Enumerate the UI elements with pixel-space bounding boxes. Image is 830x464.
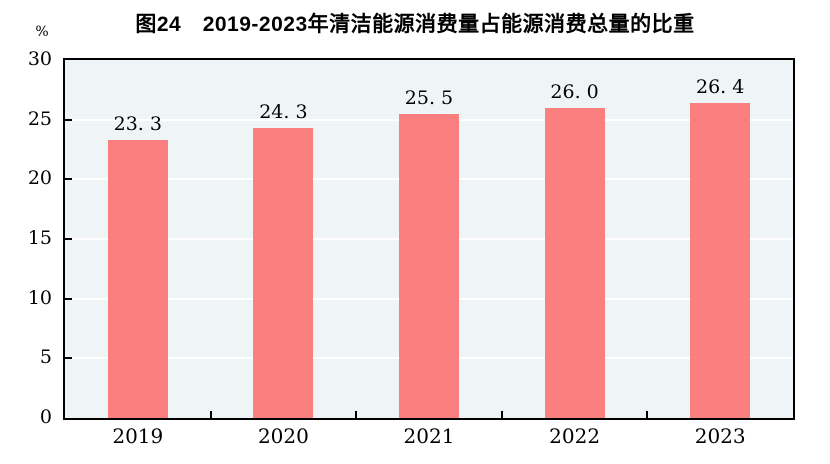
category-slot: 24. 3 [211, 60, 357, 418]
x-axis-label: 2021 [403, 424, 455, 448]
bar [544, 107, 605, 418]
x-axis-label: 2023 [694, 424, 746, 448]
category-slot: 26. 4 [647, 60, 793, 418]
y-axis-tick [65, 178, 72, 181]
bar-value-label: 25. 5 [404, 86, 454, 109]
x-axis-label: 2019 [112, 424, 164, 448]
y-axis-label: 20 [27, 167, 52, 190]
y-axis-tick [65, 118, 72, 121]
category-slot: 23. 3 [65, 60, 211, 418]
bar [690, 102, 751, 418]
bar-value-label: 26. 0 [550, 80, 599, 103]
x-axis-tick [355, 411, 358, 418]
category-slot: 26. 0 [502, 60, 648, 418]
plot-area: 23. 3 24. 3 25. 5 26. 0 26. 4 [63, 58, 795, 420]
x-axis-label: 2020 [257, 424, 309, 448]
y-axis-label: 30 [27, 48, 52, 71]
chart-title: 图24 2019-2023年清洁能源消费量占能源消费总量的比重 [135, 13, 695, 36]
y-axis-label: 10 [27, 286, 52, 309]
category-slot: 25. 5 [356, 60, 502, 418]
x-axis-tick [500, 411, 503, 418]
bar [107, 139, 168, 418]
y-axis-tick [65, 357, 72, 360]
y-axis-label: 25 [27, 107, 52, 130]
y-axis-label: 15 [27, 227, 52, 250]
bar-value-label: 23. 3 [113, 112, 162, 135]
y-axis-tick [65, 297, 72, 300]
bar-value-label: 24. 3 [259, 101, 308, 124]
bar [398, 113, 459, 418]
x-axis-tick [209, 411, 212, 418]
x-axis-tick [646, 411, 649, 418]
bar-value-label: 26. 4 [696, 75, 745, 98]
y-axis-label: 0 [39, 406, 52, 429]
y-axis-tick [65, 238, 72, 240]
x-axis-label: 2022 [549, 424, 601, 448]
y-axis-unit-label: % [35, 24, 49, 40]
y-axis-label: 5 [39, 346, 52, 369]
bar [253, 128, 314, 418]
